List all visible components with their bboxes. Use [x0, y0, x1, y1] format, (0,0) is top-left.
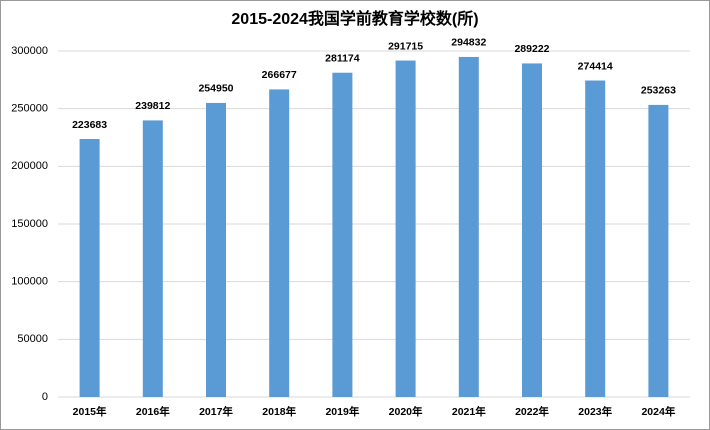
y-tick-label: 150000 [11, 218, 48, 230]
bar [395, 60, 416, 398]
bar [206, 102, 226, 397]
value-label: 223683 [72, 119, 107, 131]
bar [142, 120, 163, 398]
bar [648, 104, 669, 397]
value-label: 291715 [388, 40, 423, 52]
bar [269, 89, 290, 397]
x-tick-label: 2016年 [136, 405, 170, 418]
value-label: 266677 [262, 69, 297, 81]
y-tick-label: 300000 [11, 45, 48, 57]
bar [458, 56, 479, 398]
x-tick-label: 2024年 [641, 405, 675, 418]
value-label: 294832 [451, 37, 486, 49]
value-label: 281174 [325, 52, 360, 64]
x-tick-label: 2017年 [199, 405, 233, 418]
value-label: 254950 [198, 83, 233, 95]
y-tick-label: 50000 [17, 333, 48, 345]
bar [332, 72, 353, 398]
x-tick-label: 2022年 [515, 405, 549, 418]
bar [522, 63, 542, 397]
x-tick-label: 2020年 [389, 405, 423, 418]
y-tick-label: 200000 [11, 160, 48, 172]
chart-title: 2015-2024我国学前教育学校数(所) [231, 9, 478, 28]
bar [585, 80, 606, 397]
x-tick-label: 2019年 [325, 405, 359, 418]
x-tick-label: 2021年 [452, 405, 486, 418]
y-tick-label: 100000 [11, 276, 48, 288]
bar [79, 139, 100, 398]
value-label: 239812 [135, 100, 170, 112]
value-label: 289222 [514, 43, 549, 55]
value-label: 274414 [578, 60, 613, 72]
y-tick-label: 250000 [11, 103, 48, 115]
x-tick-label: 2023年 [578, 405, 612, 418]
x-tick-label: 2018年 [262, 405, 296, 418]
y-tick-label: 0 [42, 391, 48, 403]
x-tick-label: 2015年 [73, 405, 107, 418]
value-label: 253263 [641, 85, 676, 97]
